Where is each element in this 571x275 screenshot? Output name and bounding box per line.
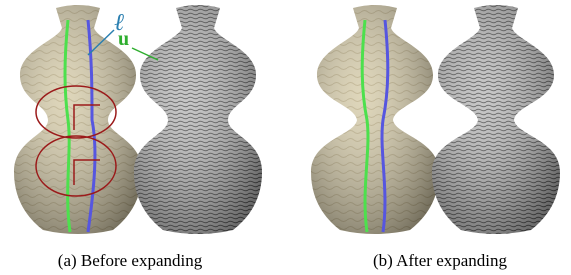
vase-noise — [134, 5, 262, 234]
vase-textured-expanded — [311, 5, 439, 234]
u-label: u — [118, 28, 129, 50]
vase-noise-expanded — [432, 5, 560, 234]
caption: (a) Before expanding — [58, 251, 203, 270]
caption: (b) After expanding — [373, 251, 508, 270]
figure: ℓ u (a) Before expanding (b) After expan… — [0, 0, 571, 275]
